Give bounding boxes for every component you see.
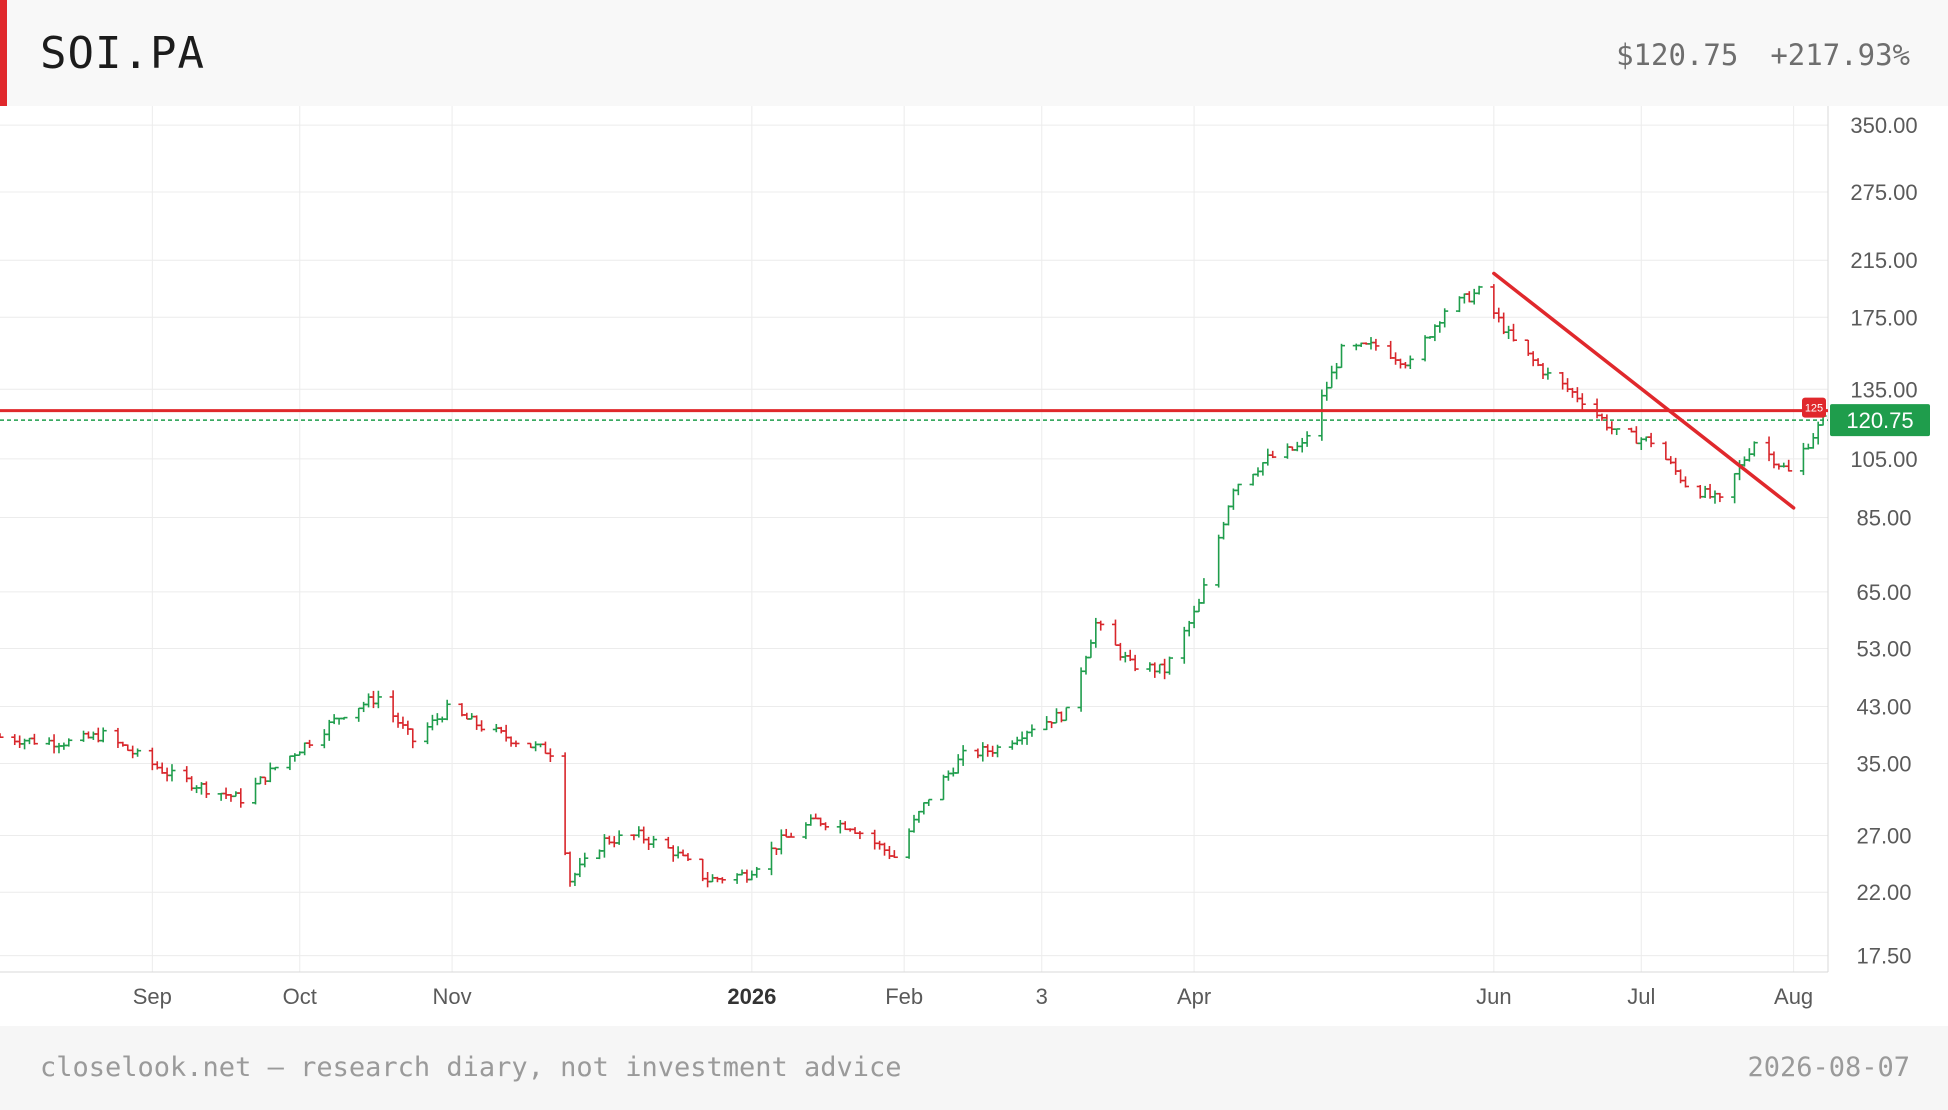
y-tick-label: 65.00 (1856, 580, 1911, 605)
ticker-symbol: SOI.PA (40, 28, 205, 79)
y-tick-label: 53.00 (1856, 636, 1911, 661)
price-summary: $120.75 +217.93% (1616, 38, 1910, 72)
x-tick-label: Jul (1627, 984, 1655, 1009)
header-bar: SOI.PA $120.75 +217.93% (0, 0, 1948, 106)
x-tick-label: Aug (1774, 984, 1813, 1009)
x-axis: Sep Oct Nov 2026 Feb 3 Apr Jun Jul Aug (133, 984, 1813, 1009)
price-chart[interactable]: 125 120.75 350.00 275.00 215.00 175.00 135.00… (0, 106, 1948, 1026)
y-tick-label: 135.00 (1850, 377, 1917, 402)
chart-grid (0, 106, 1829, 973)
y-tick-label: 43.00 (1856, 694, 1911, 719)
x-tick-label: Jun (1476, 984, 1511, 1009)
y-tick-label: 85.00 (1856, 506, 1911, 531)
x-tick-label: Apr (1177, 984, 1211, 1009)
x-tick-label: Oct (283, 984, 317, 1009)
resistance-badge (1802, 397, 1826, 418)
price-change-percent: +217.93% (1770, 38, 1910, 72)
x-tick-label: 3 (1036, 984, 1048, 1009)
chart-annotations: 125 120.75 (0, 271, 1930, 510)
y-tick-label: 27.00 (1856, 823, 1911, 848)
y-tick-label: 22.00 (1856, 880, 1911, 905)
x-tick-label: 2026 (727, 984, 776, 1009)
x-tick-label: Sep (133, 984, 172, 1009)
y-tick-label: 215.00 (1850, 248, 1917, 273)
y-tick-label: 350.00 (1850, 113, 1917, 138)
footer-disclaimer: closelook.net — research diary, not inve… (40, 1052, 902, 1083)
downtrend-line (1492, 271, 1796, 510)
y-tick-label: 105.00 (1850, 447, 1917, 472)
footer-bar: closelook.net — research diary, not inve… (0, 1026, 1948, 1110)
footer-date: 2026-08-07 (1747, 1052, 1910, 1083)
resistance-badge-label: 125 (1805, 403, 1823, 415)
x-tick-label: Feb (885, 984, 923, 1009)
y-tick-label: 35.00 (1856, 752, 1911, 777)
ohlc-bars (0, 284, 1827, 888)
y-tick-label: 17.50 (1856, 944, 1911, 969)
header-accent-bar (0, 0, 7, 106)
y-axis: 350.00 275.00 215.00 175.00 135.00 105.00 85.0… (1850, 113, 1917, 969)
last-price-badge (1830, 404, 1930, 437)
last-price-label: 120.75 (1846, 408, 1913, 433)
y-tick-label: 175.00 (1850, 305, 1917, 330)
current-price: $120.75 (1616, 38, 1739, 72)
x-tick-label: Nov (433, 984, 472, 1009)
y-tick-label: 275.00 (1850, 180, 1917, 205)
